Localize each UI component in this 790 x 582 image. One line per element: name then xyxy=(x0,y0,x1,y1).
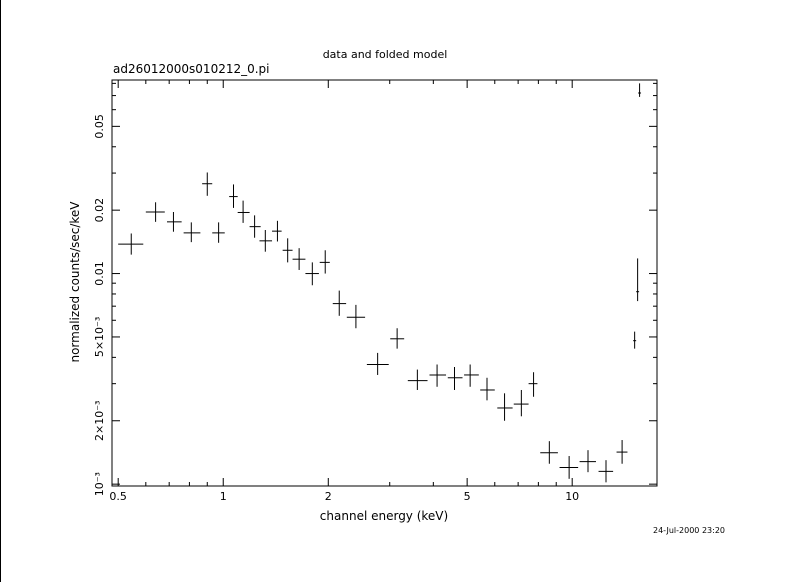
data-point xyxy=(429,364,447,387)
data-point xyxy=(480,377,495,401)
data-point xyxy=(559,456,579,479)
data-point xyxy=(346,304,366,329)
data-point xyxy=(332,290,347,316)
data-point xyxy=(237,200,250,223)
y-tick-label: 2×10⁻³ xyxy=(93,401,106,441)
x-tick-label: 2 xyxy=(325,490,332,503)
data-point xyxy=(464,364,479,387)
y-tick-label: 5×10⁻³ xyxy=(93,317,106,357)
data-point xyxy=(259,229,273,252)
data-point xyxy=(272,220,282,242)
data-point xyxy=(183,222,201,243)
data-point xyxy=(390,328,405,349)
x-tick-label: 10 xyxy=(565,490,579,503)
y-axis-ticks: 10⁻³ 2×10⁻³ 5×10⁻³ 0.01 0.02 0.05 xyxy=(93,82,657,496)
data-point xyxy=(579,450,596,473)
data-point xyxy=(166,212,182,232)
x-axis-label: channel energy (keV) xyxy=(320,509,448,523)
x-tick-label: 5 xyxy=(464,490,471,503)
data-point xyxy=(282,238,293,263)
data-point xyxy=(633,331,637,349)
window-left-border xyxy=(0,0,1,582)
data-point xyxy=(528,372,538,397)
data-point xyxy=(497,393,513,421)
x-tick-label: 1 xyxy=(220,490,227,503)
data-point xyxy=(638,83,642,97)
data-point xyxy=(513,389,529,417)
data-point xyxy=(305,262,319,286)
data-point xyxy=(636,258,640,302)
plot-frame xyxy=(111,79,658,487)
data-point xyxy=(292,248,306,270)
data-points xyxy=(118,83,642,483)
data-point xyxy=(118,233,144,255)
chart-subtitle: ad26012000s010212_0.pi xyxy=(113,62,270,76)
data-point xyxy=(145,202,165,222)
data-point xyxy=(249,215,261,238)
x-tick-label: 0.5 xyxy=(109,490,127,503)
y-tick-label: 0.01 xyxy=(93,261,106,286)
data-point xyxy=(229,184,238,208)
chart-title: data and folded model xyxy=(323,48,448,61)
data-point xyxy=(366,352,389,375)
y-tick-label: 10⁻³ xyxy=(93,472,106,496)
y-tick-label: 0.02 xyxy=(93,198,106,223)
data-point xyxy=(212,222,225,243)
data-point xyxy=(202,172,213,196)
data-point xyxy=(319,250,330,274)
data-point xyxy=(540,441,558,464)
timestamp: 24-Jul-2000 23:20 xyxy=(653,526,725,535)
data-point xyxy=(407,369,428,390)
data-point xyxy=(616,440,628,464)
y-axis-label: normalized counts/sec/keV xyxy=(68,201,82,363)
x-axis-ticks: 0.5 1 2 5 10 xyxy=(109,80,579,503)
y-tick-label: 0.05 xyxy=(93,114,106,139)
data-point xyxy=(447,366,463,390)
data-point xyxy=(598,460,614,483)
